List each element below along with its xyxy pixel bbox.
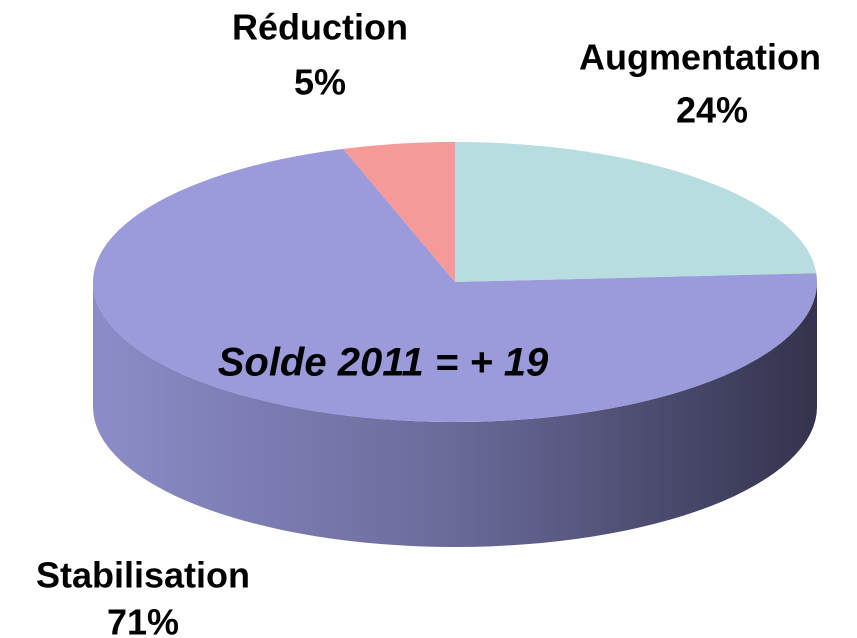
pie-side — [93, 282, 817, 547]
slice-label: Augmentation — [579, 37, 821, 78]
slice-value-label: 71% — [107, 602, 179, 638]
pie-slice — [455, 142, 817, 282]
slice-label: Stabilisation — [36, 555, 250, 596]
pie-slice — [343, 142, 455, 282]
slice-value-label: 5% — [294, 62, 346, 103]
slice-label: Réduction — [232, 7, 408, 48]
pie — [93, 142, 818, 547]
slice-value-label: 24% — [676, 90, 748, 131]
pie-slice — [93, 148, 818, 422]
annotation: Solde 2011 = + 19 — [218, 341, 549, 385]
